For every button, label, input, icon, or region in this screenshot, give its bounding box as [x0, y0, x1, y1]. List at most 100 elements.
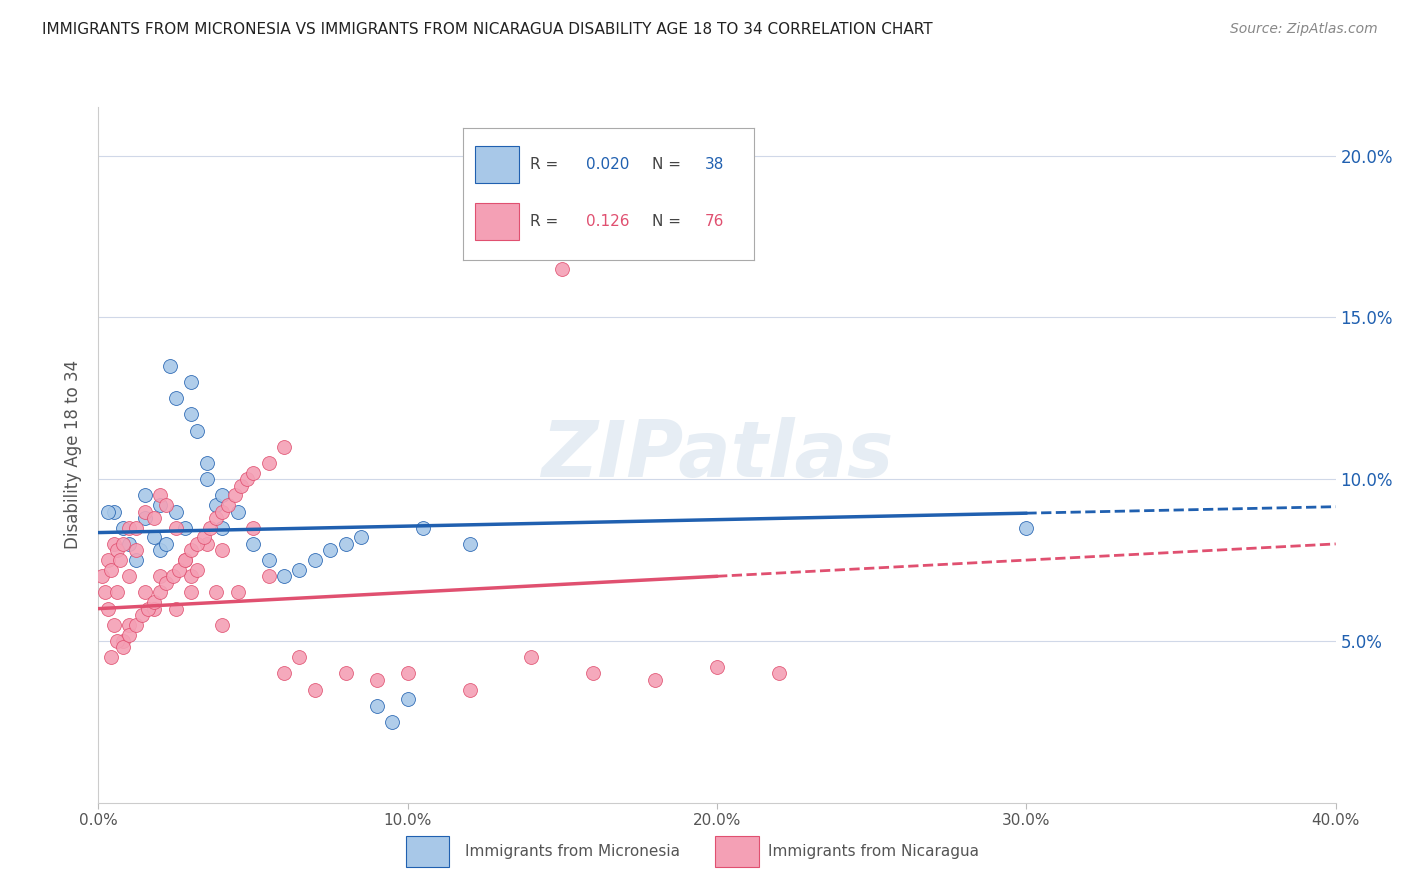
Point [143, 601, 166, 615]
Point [211, 488, 233, 502]
Point [174, 553, 197, 567]
Point [97, 601, 120, 615]
Point [236, 472, 259, 486]
Point [165, 521, 187, 535]
Point [180, 585, 202, 599]
Point [226, 585, 249, 599]
Text: ZIPatlas: ZIPatlas [541, 417, 893, 493]
Point [149, 585, 172, 599]
Point [105, 543, 128, 558]
Point [350, 531, 373, 545]
Point [205, 498, 228, 512]
Point [186, 537, 208, 551]
Y-axis label: Disability Age 18 to 34: Disability Age 18 to 34 [65, 360, 83, 549]
Point [257, 456, 280, 470]
Point [103, 504, 125, 518]
Point [155, 498, 177, 512]
Point [520, 650, 543, 665]
Point [165, 504, 187, 518]
Point [211, 617, 233, 632]
Text: Source: ZipAtlas.com: Source: ZipAtlas.com [1230, 22, 1378, 37]
Point [186, 424, 208, 438]
Point [242, 466, 264, 480]
Point [186, 563, 208, 577]
FancyBboxPatch shape [716, 837, 759, 867]
Point [136, 601, 159, 615]
Point [458, 537, 481, 551]
Point [159, 359, 181, 373]
Point [217, 498, 239, 512]
Point [180, 569, 202, 583]
Point [131, 608, 153, 623]
Point [180, 543, 202, 558]
Point [97, 504, 120, 518]
Point [108, 553, 131, 567]
Point [143, 531, 166, 545]
Point [118, 617, 141, 632]
Point [288, 650, 311, 665]
Point [134, 488, 156, 502]
Point [155, 575, 177, 590]
Point [396, 666, 419, 681]
Point [93, 585, 115, 599]
Point [211, 543, 233, 558]
Point [149, 488, 172, 502]
Point [768, 666, 790, 681]
Text: Immigrants from Nicaragua: Immigrants from Nicaragua [768, 845, 979, 859]
Point [205, 511, 228, 525]
Point [134, 585, 156, 599]
Point [381, 714, 404, 729]
Point [124, 521, 146, 535]
Point [105, 585, 128, 599]
Point [304, 682, 326, 697]
Point [155, 537, 177, 551]
FancyBboxPatch shape [406, 837, 450, 867]
Point [180, 375, 202, 389]
Point [124, 543, 146, 558]
Point [165, 601, 187, 615]
Point [273, 666, 295, 681]
Point [174, 521, 197, 535]
Point [165, 392, 187, 406]
Point [242, 521, 264, 535]
Point [112, 634, 135, 648]
Point [174, 553, 197, 567]
Point [335, 537, 357, 551]
Point [118, 627, 141, 641]
Point [149, 569, 172, 583]
Point [288, 563, 311, 577]
Point [257, 569, 280, 583]
Point [105, 634, 128, 648]
Point [124, 617, 146, 632]
Point [273, 440, 295, 454]
Point [149, 498, 172, 512]
Point [229, 478, 252, 492]
Point [211, 521, 233, 535]
Point [167, 563, 190, 577]
Point [706, 660, 728, 674]
Point [143, 511, 166, 525]
Point [103, 537, 125, 551]
Point [149, 543, 172, 558]
Text: IMMIGRANTS FROM MICRONESIA VS IMMIGRANTS FROM NICARAGUA DISABILITY AGE 18 TO 34 : IMMIGRANTS FROM MICRONESIA VS IMMIGRANTS… [42, 22, 932, 37]
Point [582, 666, 605, 681]
Point [180, 408, 202, 422]
Point [134, 504, 156, 518]
Point [644, 673, 666, 687]
Point [90, 569, 112, 583]
Point [366, 673, 388, 687]
Point [304, 553, 326, 567]
Point [1015, 521, 1038, 535]
Text: Immigrants from Micronesia: Immigrants from Micronesia [465, 845, 681, 859]
Point [195, 537, 218, 551]
Point [224, 488, 246, 502]
Point [100, 563, 122, 577]
Point [143, 595, 166, 609]
Point [112, 640, 135, 655]
Point [193, 531, 215, 545]
Point [97, 553, 120, 567]
Point [112, 521, 135, 535]
Point [242, 537, 264, 551]
Point [335, 666, 357, 681]
Point [198, 521, 221, 535]
